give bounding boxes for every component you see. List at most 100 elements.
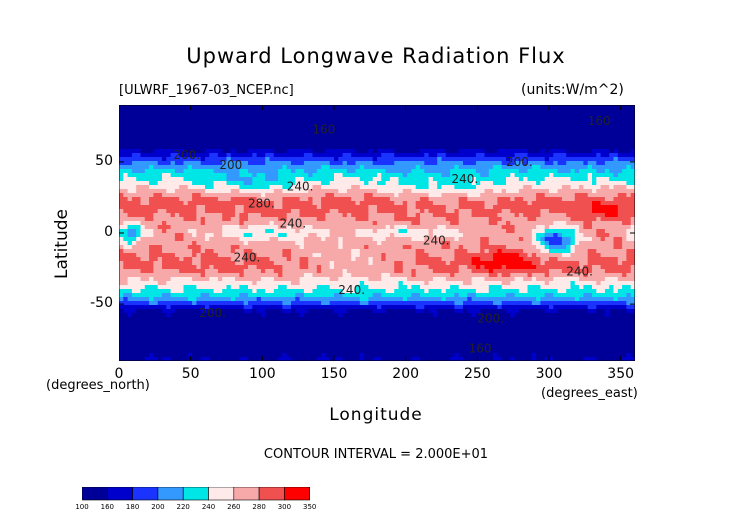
heatmap-cell bbox=[424, 193, 430, 198]
heatmap-cell bbox=[123, 185, 129, 190]
heatmap-cell bbox=[278, 185, 283, 190]
heatmap-cell bbox=[467, 257, 473, 262]
heatmap-cell bbox=[471, 221, 477, 226]
heatmap-cell bbox=[561, 185, 567, 190]
heatmap-cell bbox=[252, 177, 258, 182]
heatmap-cell bbox=[531, 145, 537, 150]
heatmap-cell bbox=[518, 133, 524, 138]
heatmap-cell bbox=[213, 161, 219, 166]
heatmap-cell bbox=[136, 145, 142, 150]
heatmap-cell bbox=[566, 229, 572, 234]
heatmap-cell bbox=[471, 157, 477, 162]
heatmap-cell bbox=[295, 257, 301, 262]
heatmap-cell bbox=[136, 269, 142, 274]
heatmap-cell bbox=[454, 241, 460, 246]
heatmap-cell bbox=[450, 177, 455, 182]
heatmap-cell bbox=[506, 129, 511, 134]
heatmap-cell bbox=[467, 177, 473, 182]
heatmap-cell bbox=[630, 149, 635, 154]
heatmap-cell bbox=[613, 173, 619, 178]
heatmap-cell bbox=[566, 169, 572, 174]
heatmap-cell bbox=[458, 205, 464, 210]
heatmap-cell bbox=[484, 185, 490, 190]
heatmap-cell bbox=[170, 109, 176, 114]
heatmap-cell bbox=[622, 221, 627, 226]
heatmap-cell bbox=[192, 245, 197, 250]
heatmap-cell bbox=[359, 253, 365, 258]
heatmap-cell bbox=[217, 185, 223, 190]
heatmap-cell bbox=[196, 165, 202, 170]
heatmap-cell bbox=[609, 193, 615, 198]
heatmap-cell bbox=[260, 221, 266, 226]
heatmap-cell bbox=[454, 245, 460, 250]
heatmap-cell bbox=[480, 161, 486, 166]
heatmap-cell bbox=[626, 213, 632, 218]
heatmap-cell bbox=[372, 241, 378, 246]
heatmap-cell bbox=[385, 117, 391, 122]
heatmap-cell bbox=[501, 133, 507, 138]
heatmap-cell bbox=[377, 181, 382, 186]
heatmap-cell bbox=[325, 141, 331, 146]
heatmap-cell bbox=[471, 197, 477, 202]
heatmap-cell bbox=[458, 145, 464, 150]
heatmap-cell bbox=[157, 137, 163, 142]
heatmap-cell bbox=[604, 265, 610, 270]
heatmap-cell bbox=[557, 189, 563, 194]
heatmap-cell bbox=[144, 205, 150, 210]
heatmap-cell bbox=[291, 141, 296, 146]
heatmap-cell bbox=[617, 161, 623, 166]
heatmap-cell bbox=[570, 201, 576, 206]
heatmap-cell bbox=[217, 253, 223, 258]
heatmap-cell bbox=[252, 129, 258, 134]
heatmap-cell bbox=[432, 129, 438, 134]
heatmap-cell bbox=[346, 229, 352, 234]
heatmap-cell bbox=[407, 165, 412, 170]
heatmap-cell bbox=[364, 165, 369, 170]
heatmap-cell bbox=[351, 145, 357, 150]
heatmap-cell bbox=[514, 109, 520, 114]
heatmap-cell bbox=[553, 109, 559, 114]
heatmap-cell bbox=[609, 165, 615, 170]
heatmap-cell bbox=[540, 225, 546, 230]
heatmap-cell bbox=[475, 133, 481, 138]
heatmap-cell bbox=[385, 125, 391, 130]
heatmap-cell bbox=[342, 161, 348, 166]
heatmap-cell bbox=[506, 125, 511, 130]
heatmap-cell bbox=[291, 129, 296, 134]
heatmap-cell bbox=[312, 181, 318, 186]
heatmap-cell bbox=[329, 141, 335, 146]
heatmap-cell bbox=[377, 149, 382, 154]
heatmap-cell bbox=[510, 121, 516, 126]
heatmap-cell bbox=[334, 225, 339, 230]
heatmap-cell bbox=[213, 117, 219, 122]
heatmap-cell bbox=[493, 245, 498, 250]
heatmap-cell bbox=[544, 225, 550, 230]
heatmap-cell bbox=[609, 213, 615, 218]
heatmap-cell bbox=[192, 197, 197, 202]
heatmap-cell bbox=[471, 253, 477, 258]
heatmap-cell bbox=[217, 113, 223, 118]
heatmap-cell bbox=[450, 221, 455, 226]
heatmap-cell bbox=[402, 225, 408, 230]
heatmap-cell bbox=[540, 257, 546, 262]
heatmap-cell bbox=[428, 105, 434, 110]
heatmap-cell bbox=[183, 245, 189, 250]
heatmap-cell bbox=[557, 141, 563, 146]
heatmap-cell bbox=[291, 241, 296, 246]
heatmap-cell bbox=[604, 245, 610, 250]
heatmap-cell bbox=[230, 145, 236, 150]
heatmap-cell bbox=[574, 173, 580, 178]
heatmap-cell bbox=[402, 141, 408, 146]
heatmap-cell bbox=[338, 201, 344, 206]
heatmap-cell bbox=[463, 197, 468, 202]
heatmap-cell bbox=[570, 181, 576, 186]
heatmap-cell bbox=[480, 197, 486, 202]
heatmap-cell bbox=[445, 225, 451, 230]
heatmap-cell bbox=[497, 109, 503, 114]
heatmap-cell bbox=[273, 165, 279, 170]
heatmap-cell bbox=[230, 169, 236, 174]
heatmap-cell bbox=[273, 113, 279, 118]
heatmap-cell bbox=[248, 249, 253, 254]
heatmap-cell bbox=[187, 241, 193, 246]
heatmap-cell bbox=[475, 221, 481, 226]
